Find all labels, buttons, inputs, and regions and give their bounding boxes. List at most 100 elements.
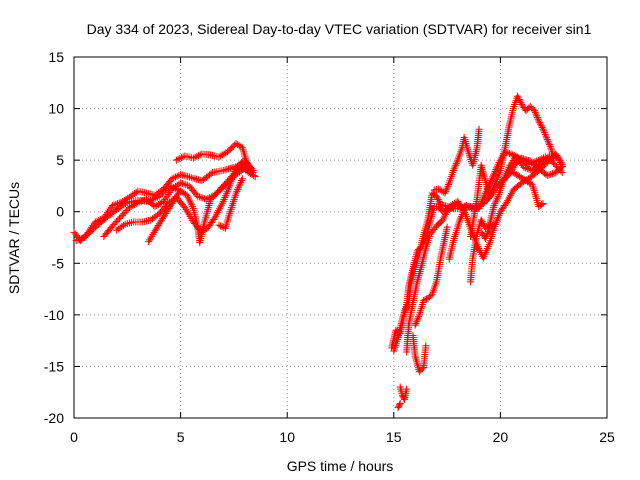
data-point [181, 204, 189, 212]
data-point [116, 203, 124, 211]
plot-frame [73, 56, 608, 419]
data-point [396, 400, 404, 408]
data-point [180, 180, 188, 188]
data-point [177, 154, 185, 162]
data-point [219, 166, 227, 174]
data-point [520, 163, 528, 171]
data-point [191, 175, 199, 183]
data-point [444, 182, 452, 190]
data-point [555, 165, 563, 173]
x-tick-label: 20 [493, 429, 509, 445]
data-point [113, 200, 121, 208]
data-point [118, 202, 126, 210]
data-point [120, 210, 128, 218]
data-point [197, 193, 205, 201]
data-point [185, 211, 193, 219]
data-point [195, 193, 203, 201]
data-point [460, 207, 468, 215]
data-point [246, 165, 254, 173]
data-point [548, 170, 556, 178]
data-point [461, 203, 469, 211]
data-point [558, 160, 566, 168]
data-point [542, 132, 550, 140]
data-point [413, 318, 421, 326]
series-track-14 [509, 169, 547, 211]
data-point [539, 125, 547, 133]
data-point [84, 231, 92, 239]
y-tick-label: 0 [56, 204, 64, 220]
data-point [77, 235, 85, 243]
series-track-1 [70, 160, 255, 245]
data-point [207, 193, 215, 201]
data-point [215, 221, 223, 229]
data-point [557, 159, 565, 167]
data-point [403, 385, 411, 393]
data-point [185, 173, 193, 181]
data-point [244, 160, 252, 168]
data-point [536, 156, 544, 164]
series-track-17 [396, 383, 411, 403]
data-point [162, 194, 170, 202]
data-point [149, 230, 157, 238]
data-point [554, 164, 562, 172]
data-point [531, 158, 539, 166]
data-point [538, 124, 546, 132]
data-point [177, 171, 185, 179]
data-point [183, 207, 191, 215]
data-point [511, 153, 519, 161]
data-point [115, 214, 123, 222]
data-point [150, 195, 158, 203]
data-point [461, 205, 469, 213]
data-point [484, 228, 492, 236]
data-point [538, 200, 546, 208]
series-track-9 [390, 148, 566, 355]
data-point [243, 158, 251, 166]
data-point [493, 164, 501, 172]
data-point [534, 156, 542, 164]
data-point [110, 221, 118, 229]
data-point [529, 158, 537, 166]
data-point [422, 342, 430, 350]
x-tick-label: 5 [177, 429, 185, 445]
data-point [189, 154, 197, 162]
data-point [85, 229, 93, 237]
series-track-16 [409, 331, 430, 376]
data-point [114, 204, 122, 212]
data-point [148, 232, 156, 240]
data-point [507, 190, 515, 198]
data-point [481, 235, 489, 243]
data-point [420, 296, 428, 304]
data-point [545, 171, 553, 179]
data-point [119, 221, 127, 229]
data-point [222, 179, 230, 187]
data-point [157, 191, 165, 199]
data-point [215, 187, 223, 195]
series-track-11 [467, 153, 566, 286]
data-point [72, 237, 80, 245]
data-point [540, 129, 548, 137]
series-track-20 [477, 220, 498, 243]
data-point [158, 189, 166, 197]
y-axis-title: SDTVAR / TECUs [6, 182, 22, 294]
series-track-19 [445, 202, 470, 263]
data-point [491, 167, 499, 175]
data-point [108, 222, 116, 230]
data-point [489, 171, 497, 179]
data-point [545, 141, 553, 149]
data-point [489, 173, 497, 181]
data-point [513, 92, 521, 100]
chart-title: Day 334 of 2023, Sidereal Day-to-day VTE… [87, 21, 592, 37]
y-tick-label: 5 [56, 152, 64, 168]
data-point [184, 173, 192, 181]
data-point [244, 162, 252, 170]
data-point [141, 196, 149, 204]
data-point [187, 174, 195, 182]
data-point [193, 175, 201, 183]
data-point [132, 188, 140, 196]
y-axis-ticks: -20 -15 -10 -5 0 5 10 15 [44, 49, 607, 426]
data-point [118, 211, 126, 219]
data-point [543, 134, 551, 142]
data-point [196, 151, 204, 159]
data-point [546, 142, 554, 150]
data-point [122, 200, 130, 208]
